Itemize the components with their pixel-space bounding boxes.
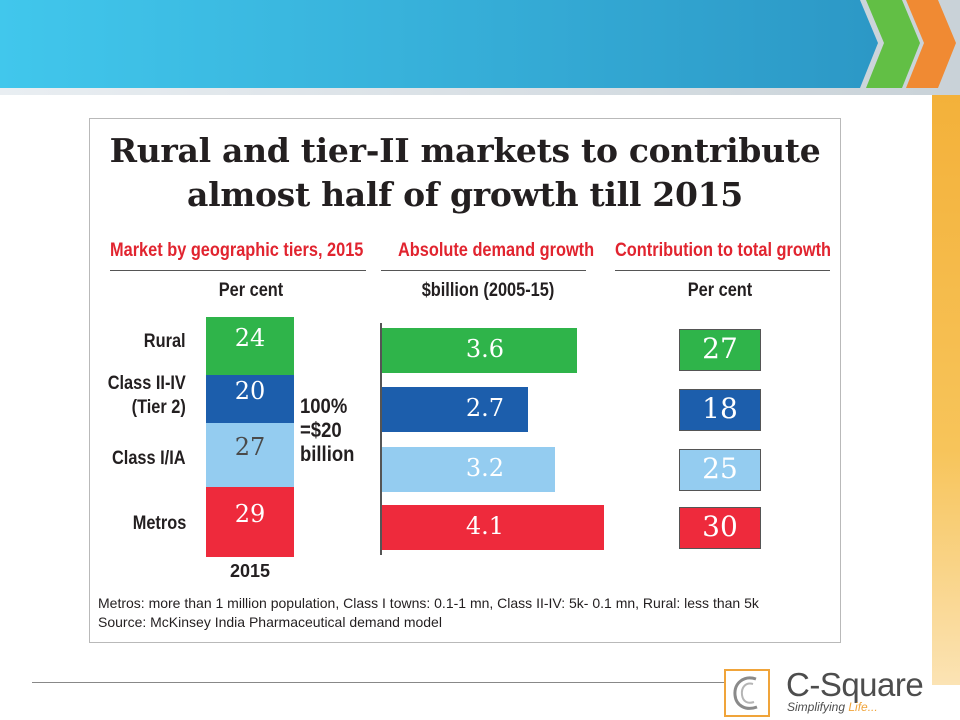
- stack-annotation-line-3: billion: [300, 443, 355, 466]
- unit-label-market: Per cent: [218, 280, 284, 301]
- footnote-definition: Metros: more than 1 million population, …: [98, 595, 759, 611]
- banner-green-arrow: [866, 0, 920, 88]
- stack-segment-class-i-ia: [206, 422, 294, 488]
- section-title-contribution: Contribution to total growth: [615, 240, 831, 261]
- contribution-box-rural: [679, 329, 761, 371]
- growth-label-metros: 4.1: [465, 512, 505, 540]
- section-title-market: Market by geographic tiers, 2015: [110, 240, 364, 261]
- growth-bar-rural: [382, 328, 577, 373]
- logo-tagline: Simplifying Life...: [787, 700, 878, 714]
- stack-label-class-i-ia: 27: [234, 433, 266, 461]
- stack-label-class-ii-iv: 20: [234, 376, 266, 405]
- contribution-box-class-ii-iv: [679, 389, 761, 431]
- logo-tagline-accent: Life...: [848, 700, 878, 714]
- row-label-class-ii-iv-line-2: (Tier 2): [131, 397, 186, 418]
- footnote-source: Source: McKinsey India Pharmaceutical de…: [98, 614, 442, 630]
- stack-annotation-line-1: 100%: [300, 395, 348, 418]
- contribution-box-class-i-ia: [679, 449, 761, 491]
- growth-axis: [380, 323, 382, 555]
- section-title-growth: Absolute demand growth: [398, 240, 595, 261]
- chart-panel: Rural and tier-II markets to contribute …: [89, 118, 841, 643]
- side-accent-bar: [932, 95, 960, 685]
- row-label-rural: Rural: [144, 331, 186, 352]
- stack-label-metros: 29: [234, 500, 266, 529]
- section-rule-contribution: [615, 270, 830, 271]
- stack-segment-class-ii-iv: [206, 374, 294, 423]
- stack-x-label: 2015: [229, 561, 271, 581]
- banner-blue-shape: [0, 0, 878, 88]
- stack-segment-rural: [206, 317, 294, 375]
- growth-bar-class-i-ia: [382, 447, 556, 492]
- contribution-label-rural: 27: [702, 332, 738, 365]
- stack-annotation: 100% =$20 billion: [300, 395, 354, 467]
- growth-label-class-i-ia: 3.2: [465, 454, 505, 482]
- footer-rule: [32, 682, 728, 683]
- section-rule-market: [110, 270, 366, 271]
- logo-wordmark: C-Square: [786, 666, 924, 703]
- contribution-box-metros: [679, 507, 761, 549]
- unit-label-growth: $billion (2005-15): [421, 280, 555, 301]
- growth-label-rural: 3.6: [465, 335, 505, 363]
- unit-label-contribution: Per cent: [687, 280, 753, 301]
- contribution-label-class-i-ia: 25: [702, 452, 738, 485]
- chart-title-line-1: Rural and tier-II markets to contribute: [109, 131, 821, 170]
- row-label-class-ii-iv: Class II-IV (Tier 2): [108, 372, 186, 420]
- header-banner: [0, 0, 960, 95]
- contribution-label-class-ii-iv: 18: [702, 392, 738, 425]
- contribution-label-metros: 30: [702, 510, 738, 543]
- logo-tagline-main: Simplifying: [787, 700, 849, 714]
- banner-orange-arrow: [906, 0, 956, 88]
- stack-segment-metros: [206, 487, 294, 557]
- row-label-class-i-ia: Class I/IA: [112, 448, 186, 469]
- row-label-metros: Metros: [132, 513, 186, 534]
- stack-label-rural: 24: [234, 323, 266, 352]
- growth-label-class-ii-iv: 2.7: [465, 394, 505, 422]
- chart-title-line-2: almost half of growth till 2015: [187, 175, 743, 214]
- section-rule-growth: [381, 270, 586, 271]
- row-label-class-ii-iv-line-1: Class II-IV: [107, 373, 186, 394]
- growth-bar-class-ii-iv: [382, 387, 529, 432]
- c-square-logo-icon: [724, 669, 770, 717]
- stack-annotation-line-2: =$20: [300, 419, 342, 442]
- growth-bar-metros: [382, 505, 604, 550]
